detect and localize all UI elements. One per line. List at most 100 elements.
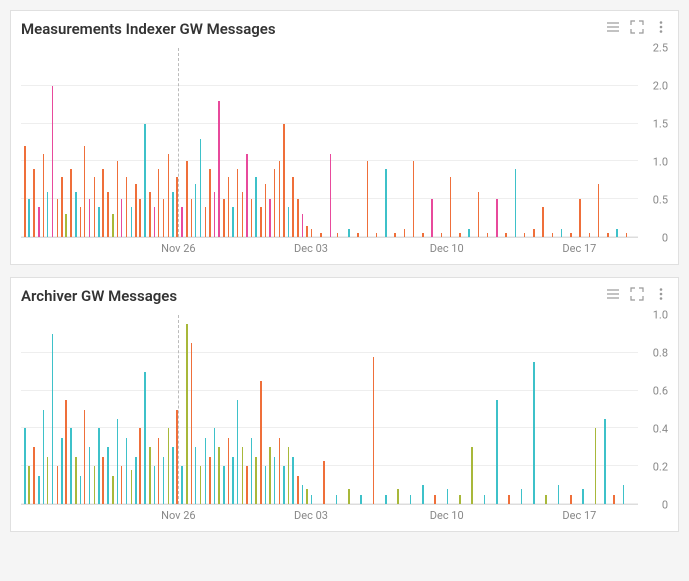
data-spike (450, 177, 452, 237)
data-spike (468, 229, 470, 237)
data-spike (394, 233, 396, 237)
menu-icon[interactable] (606, 286, 620, 305)
data-spike (265, 184, 267, 237)
data-spike (75, 192, 77, 237)
data-spike (191, 343, 193, 504)
data-spike (434, 495, 436, 504)
data-spike (65, 400, 67, 504)
data-spike (616, 229, 618, 237)
data-spike (373, 357, 375, 504)
data-spike (117, 161, 119, 237)
x-tick-label: Nov 26 (161, 242, 195, 255)
data-spike (112, 214, 114, 237)
data-spike (168, 428, 170, 504)
data-spike (61, 438, 63, 504)
data-spike (57, 466, 59, 504)
y-tick-label: 0.2 (649, 461, 668, 474)
data-spike (626, 233, 628, 237)
data-spike (228, 438, 230, 504)
more-icon[interactable] (654, 19, 668, 38)
data-spike (232, 207, 234, 237)
data-spike (422, 485, 424, 504)
data-spike (336, 495, 338, 504)
more-icon[interactable] (654, 286, 668, 305)
data-spike (52, 86, 54, 237)
data-spike (441, 233, 443, 237)
data-spike (413, 161, 415, 237)
time-marker (178, 48, 179, 237)
data-spike (209, 457, 211, 504)
data-spike (232, 457, 234, 504)
data-spike (288, 447, 290, 504)
data-spike (422, 233, 424, 237)
chart-area[interactable]: 00.51.01.52.02.5 (21, 48, 668, 238)
data-spike (43, 154, 45, 237)
gridline (21, 465, 638, 466)
data-spike (200, 466, 202, 504)
gridline (21, 390, 638, 391)
data-spike (552, 233, 554, 237)
data-spike (98, 428, 100, 504)
data-spike (306, 226, 308, 237)
plot-area[interactable] (21, 48, 638, 238)
data-spike (191, 199, 193, 237)
data-spike (255, 177, 257, 237)
data-spike (144, 124, 146, 237)
gridline (21, 85, 638, 86)
y-tick-label: 2.5 (649, 42, 668, 55)
data-spike (274, 169, 276, 237)
data-spike (260, 207, 262, 237)
chart-area[interactable]: 00.20.40.60.81.0 (21, 315, 668, 505)
x-axis: Nov 26Dec 03Dec 10Dec 17 (21, 509, 668, 525)
data-spike (357, 233, 359, 237)
data-spike (181, 466, 183, 504)
y-tick-label: 2.0 (649, 80, 668, 93)
data-spike (205, 438, 207, 504)
data-spike (496, 199, 498, 237)
x-tick-label: Dec 03 (294, 509, 328, 522)
data-spike (265, 466, 267, 504)
data-spike (214, 428, 216, 504)
data-spike (255, 457, 257, 504)
data-spike (330, 154, 332, 237)
data-spike (98, 207, 100, 237)
data-spike (487, 233, 489, 237)
data-spike (385, 169, 387, 237)
data-spike (545, 495, 547, 504)
data-spike (47, 192, 49, 237)
data-spike (484, 495, 486, 504)
data-spike (181, 207, 183, 237)
data-spike (582, 489, 584, 504)
menu-icon[interactable] (606, 19, 620, 38)
data-spike (28, 199, 30, 237)
data-spike (218, 447, 220, 504)
data-spike (533, 362, 535, 504)
data-spike (57, 199, 59, 237)
x-tick-label: Dec 10 (430, 242, 464, 255)
time-marker (178, 315, 179, 504)
data-spike (205, 207, 207, 237)
x-tick-label: Nov 26 (161, 509, 195, 522)
data-spike (24, 428, 26, 504)
data-spike (404, 229, 406, 237)
expand-icon[interactable] (630, 286, 644, 305)
data-spike (306, 489, 308, 504)
y-tick-label: 1.0 (649, 309, 668, 322)
data-spike (139, 428, 141, 504)
x-tick-label: Dec 17 (562, 509, 596, 522)
panel-icon-group (606, 19, 668, 38)
data-spike (515, 169, 517, 237)
data-spike (158, 169, 160, 237)
data-spike (595, 428, 597, 504)
expand-icon[interactable] (630, 19, 644, 38)
data-spike (237, 400, 239, 504)
data-spike (209, 169, 211, 237)
panel-header: Archiver GW Messages (21, 286, 668, 305)
data-spike (176, 177, 178, 237)
data-spike (107, 192, 109, 237)
data-spike (80, 207, 82, 237)
plot-area[interactable] (21, 315, 638, 505)
data-spike (70, 169, 72, 237)
data-spike (33, 447, 35, 504)
data-spike (154, 466, 156, 504)
